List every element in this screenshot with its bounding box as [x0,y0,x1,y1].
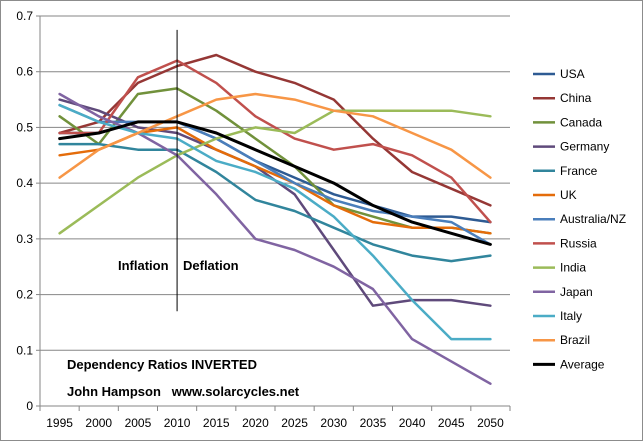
legend-label: Japan [560,285,593,299]
x-tick-label: 2040 [399,416,426,430]
x-axis: 1995 2000 2005 2010 2015 2020 2025 2030 2035 2040… [39,405,511,430]
legend-label: USA [560,67,585,81]
x-tick-label: 2015 [203,416,230,430]
y-axis: 0 0.1 0.2 0.3 0.4 0.5 0.6 0.7 [16,9,41,413]
x-tick-label: 2035 [360,416,387,430]
legend-label: Canada [560,115,602,129]
series-line-russia [58,59,492,224]
series-line-brazil [58,92,492,179]
series-line-france [58,142,492,263]
legend-label: UK [560,188,577,202]
legend-label: Italy [560,309,582,323]
x-tick-label: 2045 [438,416,465,430]
y-tick-label: 0.7 [16,9,33,23]
legend-label: Brazil [560,333,590,347]
legend: USA China Canada Germany France UK Australia/N… [533,67,626,371]
x-tick-label: 2020 [242,416,269,430]
series-lines [58,53,492,385]
deflation-label: Deflation [183,258,239,273]
series-line-australia-nz [58,103,492,246]
legend-label: Average [560,357,605,371]
y-tick-label: 0.2 [16,288,33,302]
x-tick-label: 2005 [125,416,152,430]
legend-label: China [560,91,592,105]
y-tick-label: 0.4 [16,176,33,190]
y-tick-label: 0 [26,399,33,413]
x-tick-label: 2010 [164,416,191,430]
x-tick-label: 2050 [477,416,504,430]
inflation-label: Inflation [118,258,169,273]
legend-label: Germany [560,140,609,154]
y-tick-label: 0.1 [16,343,33,357]
series-line-average [58,120,492,246]
note-author: John Hampson www.solarcycles.net [67,384,300,399]
legend-label: Russia [560,236,597,250]
y-tick-label: 0.6 [16,65,33,79]
x-tick-label: 2030 [320,416,347,430]
annotations: Inflation Deflation Dependency Ratios IN… [67,258,300,399]
y-tick-label: 0.3 [16,232,33,246]
legend-label: Australia/NZ [560,212,626,226]
note-title: Dependency Ratios INVERTED [67,357,257,372]
series-line-italy [58,103,492,341]
legend-label: India [560,261,586,275]
series-line-india [58,109,492,235]
x-tick-label: 2000 [85,416,112,430]
legend-label: France [560,164,598,178]
x-tick-label: 2025 [281,416,308,430]
y-tick-label: 0.5 [16,120,33,134]
series-line-china [58,53,492,207]
x-tick-label: 1995 [46,416,73,430]
